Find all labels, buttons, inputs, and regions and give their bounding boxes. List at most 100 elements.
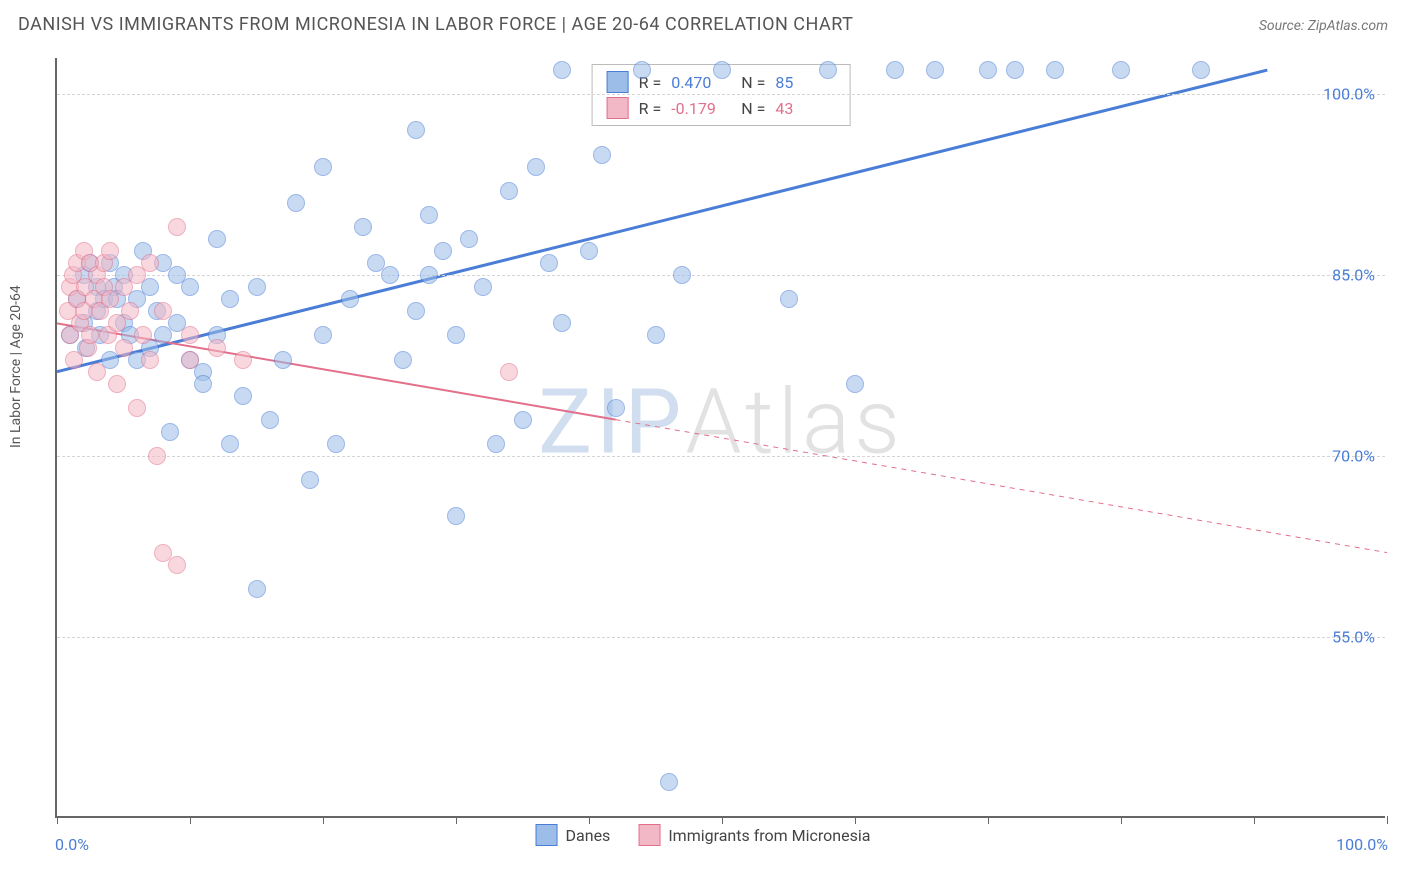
y-axis-label: In Labor Force | Age 20-64 xyxy=(8,285,24,448)
data-point xyxy=(148,447,166,465)
data-point xyxy=(248,580,266,598)
data-point xyxy=(234,351,252,369)
source-attribution: Source: ZipAtlas.com xyxy=(1259,18,1388,34)
n-label: N = xyxy=(741,99,765,118)
data-point xyxy=(434,242,452,260)
data-point xyxy=(926,61,944,79)
chart-title: DANISH VS IMMIGRANTS FROM MICRONESIA IN … xyxy=(18,14,853,35)
data-point xyxy=(341,290,359,308)
plot-area: ZIPAtlas R = 0.470 N = 85 R = -0.179 N =… xyxy=(55,58,1385,818)
data-point xyxy=(979,61,997,79)
data-point xyxy=(713,61,731,79)
data-point xyxy=(407,302,425,320)
data-point xyxy=(394,351,412,369)
data-point xyxy=(301,471,319,489)
data-point xyxy=(154,302,172,320)
data-point xyxy=(527,158,545,176)
r-value-micronesia: -0.179 xyxy=(671,99,731,118)
data-point xyxy=(88,363,106,381)
x-tick xyxy=(988,816,989,824)
data-point xyxy=(647,326,665,344)
data-point xyxy=(846,375,864,393)
gridline xyxy=(57,275,1385,276)
y-tick-label: 85.0% xyxy=(1332,266,1375,285)
x-tick xyxy=(1254,816,1255,824)
data-point xyxy=(633,61,651,79)
x-axis-min-label: 0.0% xyxy=(55,835,89,854)
n-label: N = xyxy=(741,73,765,92)
data-point xyxy=(261,411,279,429)
stats-row-micronesia: R = -0.179 N = 43 xyxy=(593,95,850,121)
x-tick xyxy=(456,816,457,824)
x-tick xyxy=(1121,816,1122,824)
y-tick-label: 100.0% xyxy=(1323,85,1375,104)
legend: Danes Immigrants from Micronesia xyxy=(536,824,871,846)
legend-swatch-danes xyxy=(536,824,558,846)
swatch-micronesia xyxy=(607,97,629,119)
trend-lines xyxy=(57,58,1385,816)
data-point xyxy=(134,326,152,344)
data-point xyxy=(673,266,691,284)
data-point xyxy=(354,218,372,236)
data-point xyxy=(181,278,199,296)
data-point xyxy=(460,230,478,248)
y-tick-label: 70.0% xyxy=(1332,447,1375,466)
data-point xyxy=(607,399,625,417)
data-point xyxy=(487,435,505,453)
x-tick xyxy=(1387,816,1388,824)
data-point xyxy=(168,218,186,236)
legend-label-micronesia: Immigrants from Micronesia xyxy=(668,826,870,845)
data-point xyxy=(593,146,611,164)
data-point xyxy=(208,230,226,248)
data-point xyxy=(101,242,119,260)
gridline xyxy=(57,637,1385,638)
data-point xyxy=(161,423,179,441)
data-point xyxy=(181,351,199,369)
x-tick xyxy=(190,816,191,824)
data-point xyxy=(660,773,678,791)
data-point xyxy=(108,375,126,393)
data-point xyxy=(314,326,332,344)
gridline xyxy=(57,456,1385,457)
data-point xyxy=(81,326,99,344)
data-point xyxy=(314,158,332,176)
data-point xyxy=(500,182,518,200)
data-point xyxy=(553,61,571,79)
data-point xyxy=(1112,61,1130,79)
r-label: R = xyxy=(639,99,662,118)
data-point xyxy=(1046,61,1064,79)
data-point xyxy=(168,556,186,574)
y-tick-label: 55.0% xyxy=(1332,628,1375,647)
x-axis-max-label: 100.0% xyxy=(1336,835,1388,854)
data-point xyxy=(221,290,239,308)
data-point xyxy=(819,61,837,79)
legend-item-micronesia: Immigrants from Micronesia xyxy=(638,824,870,846)
data-point xyxy=(447,326,465,344)
data-point xyxy=(194,375,212,393)
data-point xyxy=(420,206,438,224)
data-point xyxy=(221,435,239,453)
n-value-micronesia: 43 xyxy=(775,99,835,118)
data-point xyxy=(208,339,226,357)
gridline xyxy=(57,94,1385,95)
data-point xyxy=(287,194,305,212)
data-point xyxy=(1006,61,1024,79)
x-tick xyxy=(855,816,856,824)
data-point xyxy=(540,254,558,272)
legend-label-danes: Danes xyxy=(566,826,611,845)
swatch-danes xyxy=(607,71,629,93)
data-point xyxy=(447,507,465,525)
data-point xyxy=(141,254,159,272)
x-tick xyxy=(323,816,324,824)
data-point xyxy=(141,351,159,369)
data-point xyxy=(1192,61,1210,79)
data-point xyxy=(420,266,438,284)
data-point xyxy=(407,121,425,139)
data-point xyxy=(121,302,139,320)
data-point xyxy=(780,290,798,308)
data-point xyxy=(553,314,571,332)
data-point xyxy=(327,435,345,453)
data-point xyxy=(181,326,199,344)
data-point xyxy=(474,278,492,296)
x-tick xyxy=(722,816,723,824)
